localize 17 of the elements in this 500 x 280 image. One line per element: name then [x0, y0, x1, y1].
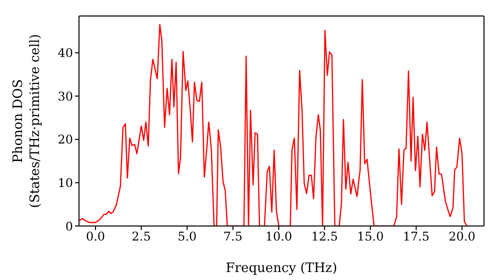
x-tick-label: 15.0: [357, 230, 384, 244]
x-tick-label: 0.0: [86, 230, 106, 244]
x-tick-label: 2.5: [132, 230, 151, 244]
y-tick-label: 40: [58, 46, 73, 60]
y-tick-label: 20: [58, 132, 73, 147]
x-tick-label: 17.5: [402, 230, 430, 244]
x-axis-title: Frequency (THz): [226, 261, 338, 276]
x-tick-label: 10.0: [265, 230, 292, 244]
line-series: [79, 24, 468, 226]
x-tick-label: 12.5: [311, 230, 338, 244]
x-tick-label: 7.5: [223, 230, 242, 244]
y-axis-title: Phonon DOS (States/THz·primitive cell): [11, 34, 43, 208]
y-tick-label: 30: [58, 89, 73, 104]
x-tick-label: 5.0: [178, 230, 197, 244]
x-tick-label: 20.0: [448, 230, 476, 244]
y-tick-label: 0: [65, 219, 73, 234]
y-tick-label: 10: [58, 176, 73, 190]
